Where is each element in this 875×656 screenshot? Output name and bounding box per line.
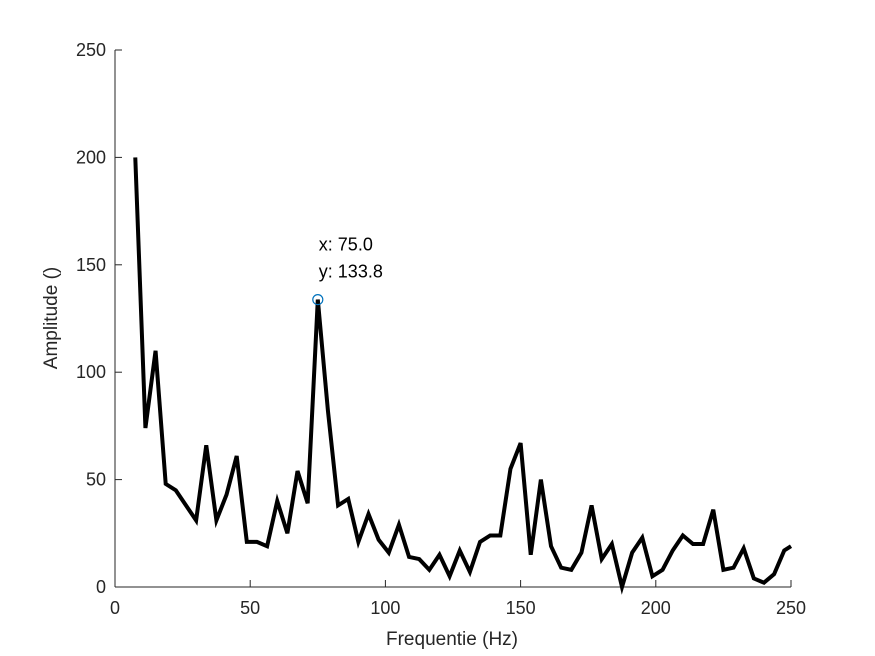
datatip-y-text: y: 133.8 [319,262,383,282]
datatip-marker[interactable] [312,293,324,306]
y-tick-label: 0 [96,577,106,597]
y-tick-label: 50 [86,470,106,490]
y-tick-label: 100 [76,362,106,382]
y-axis-label: Amplitude () [41,267,62,369]
y-tick-label: 150 [76,255,106,275]
x-tick-label: 50 [240,598,260,618]
x-tick-label: 100 [370,598,400,618]
y-tick-label: 200 [76,147,106,167]
x-tick-label: 200 [641,598,671,618]
y-tick-label: 250 [76,40,106,60]
series-line-group [133,157,793,595]
datatip[interactable]: x: 75.0 y: 133.8 [312,235,383,306]
x-tick-label: 0 [110,598,120,618]
axes [114,50,791,588]
x-tick-label: 150 [506,598,536,618]
ticks: 0 50 100 150 200 250 0 50 100 150 200 250 [76,40,806,618]
x-tick-label: 250 [776,598,806,618]
x-axis-label: Frequentie (Hz) [386,629,518,650]
series-line-0 [133,157,793,595]
datatip-x-text: x: 75.0 [319,235,373,255]
